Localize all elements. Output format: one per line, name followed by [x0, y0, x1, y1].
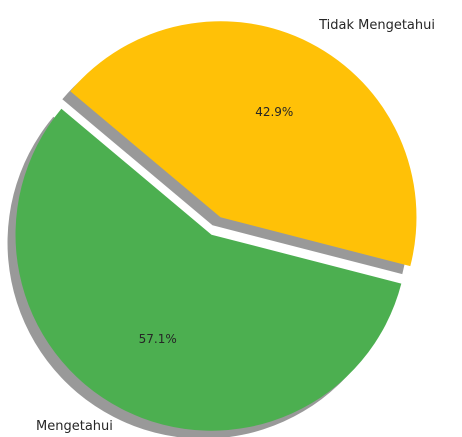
pie-slice [70, 21, 417, 267]
slice-label: Mengetahui [36, 419, 113, 434]
slice-label: Tidak Mengetahui [318, 18, 435, 33]
pie-slice [15, 108, 402, 431]
percent-label: 42.9% [255, 105, 293, 119]
percent-label: 57.1% [139, 332, 177, 346]
